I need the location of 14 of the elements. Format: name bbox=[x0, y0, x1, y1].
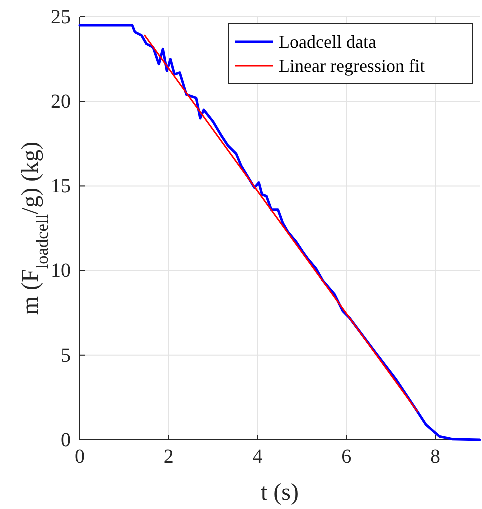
y-tick-label: 10 bbox=[51, 260, 71, 282]
y-tick-label: 20 bbox=[51, 91, 71, 113]
y-tick-label: 25 bbox=[51, 6, 71, 28]
x-tick-label: 2 bbox=[164, 446, 174, 468]
x-axis-title: t (s) bbox=[261, 480, 299, 506]
y-tick-label: 15 bbox=[51, 176, 71, 198]
y-tick-label: 0 bbox=[61, 429, 71, 452]
legend-label: Loadcell data bbox=[279, 32, 376, 52]
x-tick-label: 6 bbox=[342, 446, 352, 468]
y-tick-label: 5 bbox=[61, 344, 71, 367]
x-tick-label: 8 bbox=[430, 446, 441, 468]
legend-label: Linear regression fit bbox=[279, 56, 425, 76]
x-tick-label: 0 bbox=[75, 446, 85, 468]
x-tick-label: 4 bbox=[252, 446, 263, 468]
